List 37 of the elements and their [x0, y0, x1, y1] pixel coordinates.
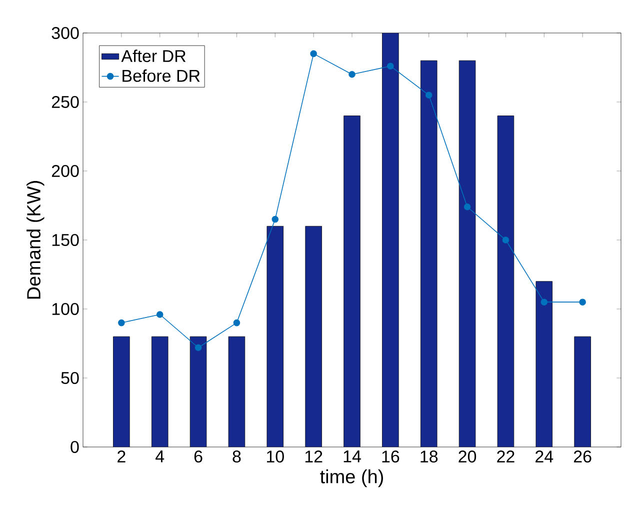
x-tick-label: 8: [232, 450, 241, 463]
y-tick-label: 0: [70, 440, 79, 454]
y-tick-label: 50: [61, 372, 79, 384]
y-tick-label: 100: [52, 302, 79, 316]
x-tick-label: 26: [574, 450, 592, 463]
x-tick-label: 6: [194, 450, 202, 463]
x-tick-label: 2: [118, 450, 126, 462]
point: [579, 298, 586, 306]
x-tick-label: 18: [420, 450, 438, 463]
point: [233, 319, 240, 326]
x-tick-label: 4: [156, 450, 164, 462]
legend-label: Before DR: [122, 69, 200, 82]
point: [540, 298, 548, 306]
y-tick-label: 150: [52, 234, 79, 246]
legend-label: After DR: [121, 50, 186, 62]
y-tick-label: 200: [52, 164, 79, 178]
x-tick-label: 22: [497, 450, 514, 462]
point: [348, 70, 356, 78]
y-axis-title: Demand (KW): [26, 181, 44, 299]
point: [310, 50, 317, 58]
point: [387, 62, 394, 70]
x-tick-label: 20: [458, 450, 476, 463]
y-tick-label: 250: [52, 96, 79, 108]
x-tick-label: 14: [344, 450, 361, 462]
point: [156, 311, 164, 318]
point: [502, 236, 510, 244]
x-axis-title: time (h): [320, 469, 383, 488]
x-tick-label: 10: [266, 450, 284, 463]
x-tick-label: 16: [382, 450, 400, 463]
x-tick-label: 24: [536, 450, 554, 462]
point: [118, 319, 125, 326]
point: [464, 203, 471, 210]
x-tick-label: 12: [305, 450, 322, 462]
point: [272, 216, 279, 223]
point: [425, 92, 432, 98]
y-tick-label: 300: [52, 26, 79, 40]
point: [194, 344, 202, 352]
